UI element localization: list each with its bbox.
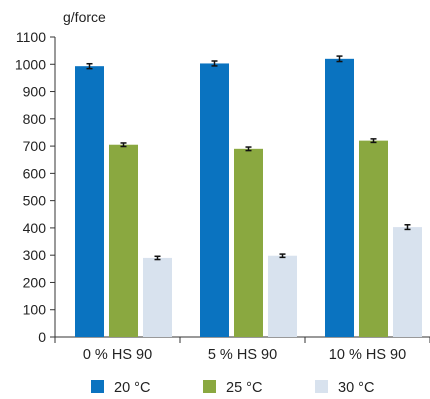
bar-1-3 [325,58,354,338]
y-tick-label: 500 [23,193,47,209]
bar-series-group [75,58,422,338]
y-tick-label: 800 [23,111,47,127]
bar-2-1 [109,144,138,337]
bar-1-2 [200,63,229,338]
legend-label: 30 °C [338,380,374,396]
y-tick-label: 400 [23,220,47,236]
y-tick-label: 600 [23,165,47,181]
legend: 20 °C 25 °C 30 °C [91,380,374,396]
x-category-label: 5 % HS 90 [208,347,277,363]
y-tick-label: 200 [23,274,47,290]
bar-2-3 [359,140,388,337]
y-tick-label: 1000 [15,56,46,72]
y-tick-label: 700 [23,138,47,154]
legend-swatch [91,380,104,393]
legend-label: 25 °C [226,380,262,396]
legend-swatch [315,380,328,393]
bar-3-2 [268,255,297,337]
error-bar-group [86,55,411,261]
legend-swatch [203,380,216,393]
y-tick-label: 300 [23,247,47,263]
x-category-label: 10 % HS 90 [329,347,406,363]
y-tick-label: 1100 [16,29,46,45]
bar-3-1 [143,257,172,337]
y-tick-label: 100 [23,302,47,318]
x-axis: 0 % HS 90 5 % HS 90 10 % HS 90 [54,336,430,363]
bar-3-3 [393,227,422,337]
x-category-label: 0 % HS 90 [83,347,152,363]
y-axis-unit-label: g/force [63,9,106,25]
bar-2-2 [234,148,263,337]
y-tick-label: 900 [23,84,47,100]
bar-1-1 [75,66,104,337]
legend-label: 20 °C [114,380,150,396]
y-tick-label: 0 [38,329,46,345]
y-axis: 0 100 200 300 400 500 600 700 800 900 1000 1100 [15,29,56,345]
